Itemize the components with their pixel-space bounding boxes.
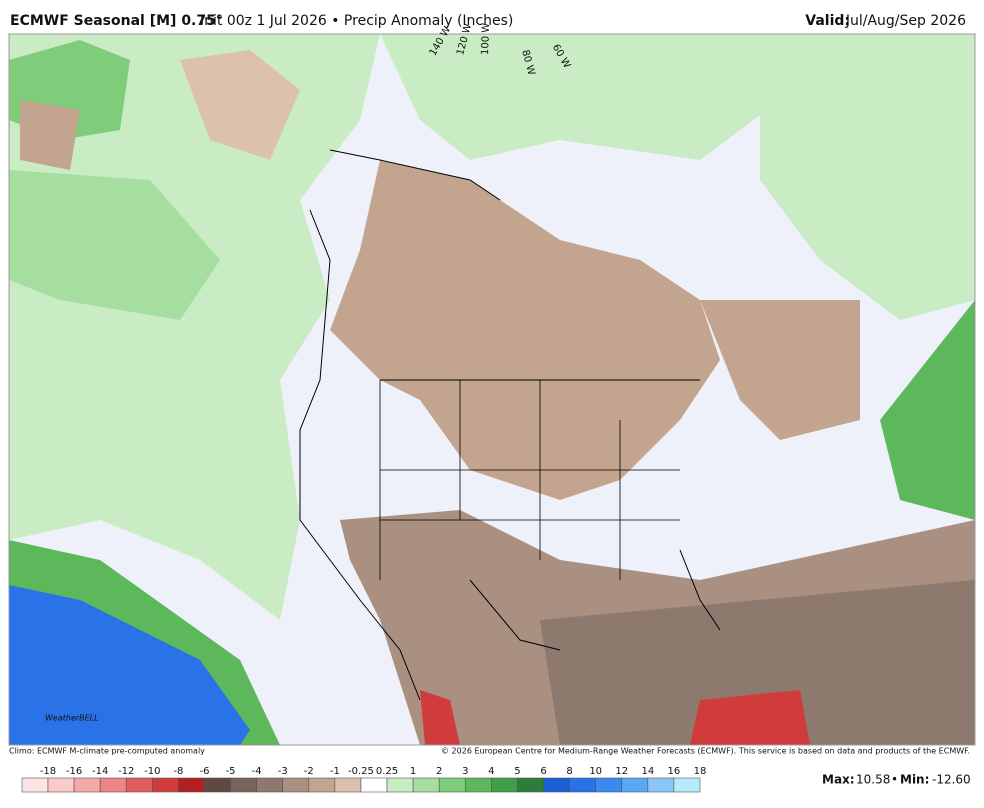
colorbar-label: 6: [540, 766, 546, 777]
colorbar-segment: [621, 777, 649, 793]
colorbar-label: -1: [330, 766, 340, 777]
valid-label: Valid:: [805, 13, 850, 29]
colorbar-label: 4: [488, 766, 494, 777]
longitude-label: 100 W: [480, 23, 492, 56]
colorbar-segment: [256, 777, 284, 793]
separator: •: [891, 773, 898, 787]
max-value: 10.58: [856, 773, 890, 787]
colorbar-label: 1: [410, 766, 416, 777]
max-label: Max:: [822, 773, 855, 787]
colorbar-segment: [491, 777, 518, 793]
colorbar-segment: [125, 777, 153, 793]
colorbar-segment: [569, 777, 596, 793]
anomaly-region: [9, 585, 250, 745]
colorbar-label: -2: [304, 766, 314, 777]
colorbar-label: -0.25: [348, 766, 374, 777]
colorbar-label: 18: [694, 766, 707, 777]
colorbar-segment: [178, 777, 205, 793]
colorbar-label: -12: [118, 766, 134, 777]
colorbar-segment: [152, 777, 179, 793]
colorbar-label: -8: [173, 766, 183, 777]
colorbar-segment: [543, 777, 570, 793]
colorbar-label: 10: [589, 766, 602, 777]
colorbar-segment: [204, 777, 231, 793]
colorbar-segment: [21, 777, 49, 793]
colorbar-label: -5: [226, 766, 236, 777]
colorbar-label: -4: [252, 766, 262, 777]
colorbar-label: -14: [92, 766, 108, 777]
colorbar-segment: [99, 777, 127, 793]
anomaly-region: [700, 300, 860, 440]
colorbar-segment: [438, 777, 466, 793]
colorbar: -18 -16 -14 -12 -10 -8 -6 -5 -4 -3 -2 -1 -0.25 0.25 1 2…: [21, 766, 707, 793]
colorbar-segment: [464, 777, 492, 793]
boundary-line: [299, 149, 721, 701]
colorbar-segment: [360, 777, 388, 793]
model-label: ECMWF Seasonal [M] 0.75°: [10, 13, 223, 29]
colorbar-label: 14: [641, 766, 654, 777]
colorbar-segment: [334, 777, 362, 793]
colorbar-label: 3: [462, 766, 468, 777]
anomaly-region: [540, 580, 975, 745]
colorbar-label: 2: [436, 766, 442, 777]
map-title: Init 00z 1 Jul 2026 • Precip Anomaly (In…: [200, 13, 513, 29]
colorbar-label: 8: [566, 766, 572, 777]
anomaly-region: [20, 100, 80, 170]
colorbar-label: -18: [40, 766, 56, 777]
colorbar-segment: [308, 777, 336, 793]
anomaly-region: [9, 170, 220, 320]
min-value: -12.60: [932, 773, 971, 787]
colorbar-label: -10: [144, 766, 160, 777]
map-frame: [8, 33, 976, 746]
colorbar-segment: [386, 777, 414, 793]
colorbar-segment: [595, 777, 623, 793]
colorbar-segment: [673, 777, 701, 793]
min-label: Min:: [900, 773, 929, 787]
anomaly-region: [180, 50, 300, 160]
colorbar-segment: [517, 777, 544, 793]
anomaly-region: [760, 34, 975, 320]
colorbar-segment: [412, 777, 440, 793]
state-line: [379, 380, 680, 580]
copyright: © 2026 European Centre for Medium-Range …: [441, 747, 970, 756]
colorbar-segment: [647, 777, 675, 793]
colorbar-label: -6: [199, 766, 209, 777]
colorbar-label: 0.25: [376, 766, 398, 777]
logo: WeatherBELL: [45, 714, 99, 723]
anomaly-region: [330, 160, 720, 500]
colorbar-label: 16: [668, 766, 681, 777]
colorbar-label: -3: [278, 766, 288, 777]
anomaly-region: [380, 34, 780, 160]
colorbar-segment: [73, 777, 101, 793]
anomaly-region: [880, 300, 975, 520]
map: 140 W 120 W 100 W 80 W 60 W WeatherBELL: [8, 23, 976, 746]
anomaly-region: [690, 690, 810, 745]
colorbar-label: 5: [514, 766, 520, 777]
colorbar-label: -16: [66, 766, 82, 777]
valid-period: Jul/Aug/Sep 2026: [845, 13, 966, 29]
colorbar-label: 12: [615, 766, 628, 777]
climo-note: Climo: ECMWF M-climate pre-computed anom…: [9, 747, 205, 756]
colorbar-segment: [47, 777, 75, 793]
colorbar-segment: [282, 777, 310, 793]
colorbar-segment: [230, 777, 257, 793]
anomaly-region: [420, 690, 460, 745]
